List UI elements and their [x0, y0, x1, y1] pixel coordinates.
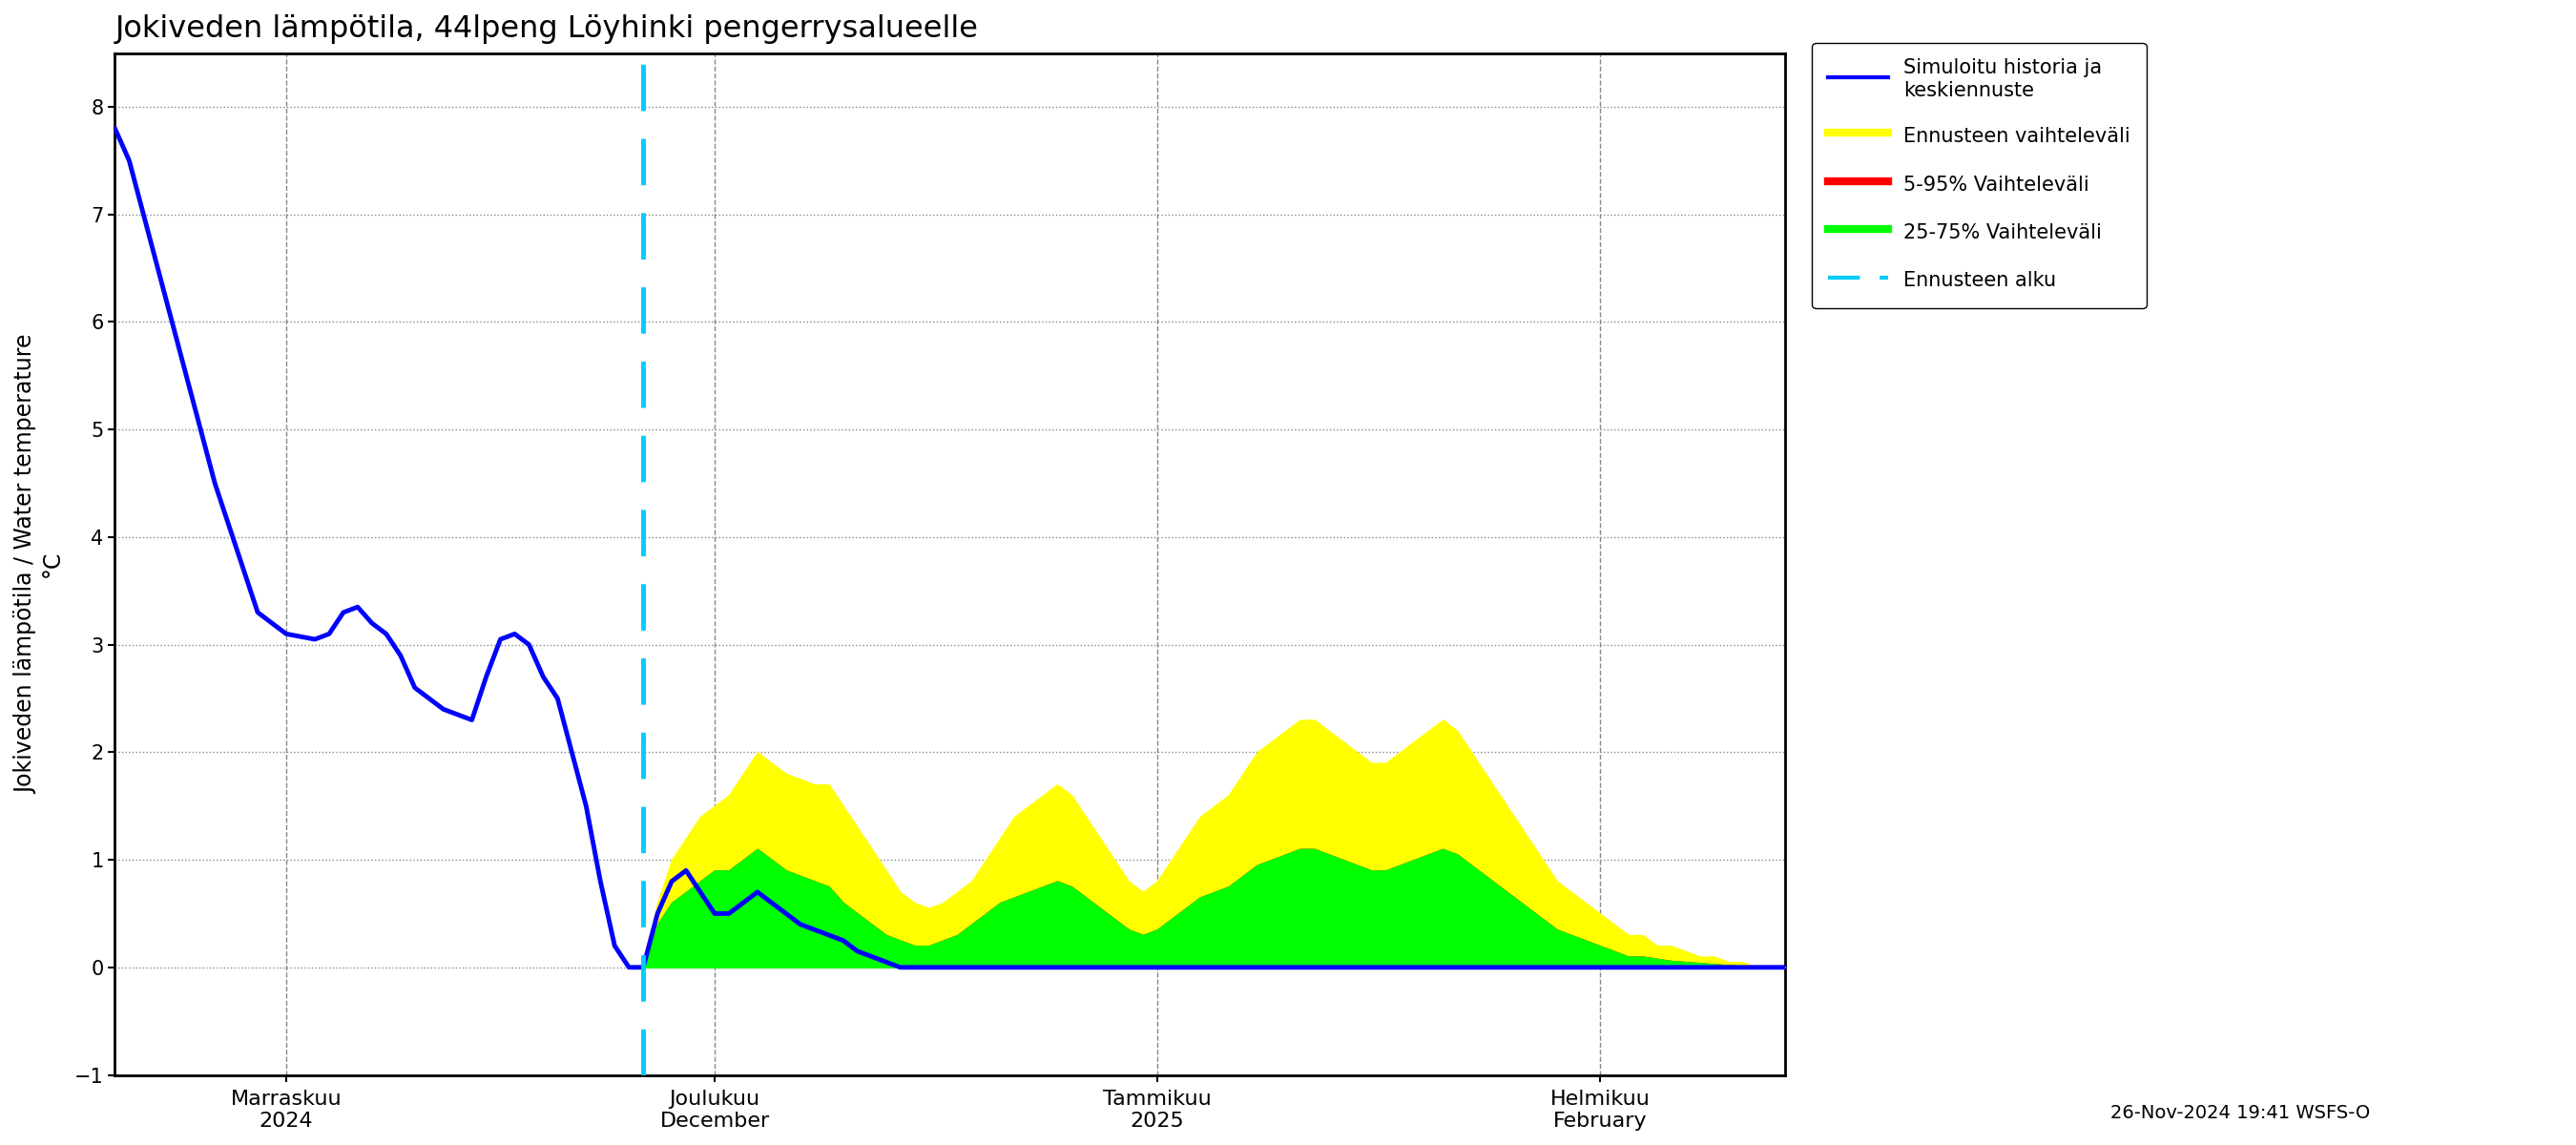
Legend: Simuloitu historia ja
keskiennuste, Ennusteen vaihteleväli, 5-95% Vaihteleväli, : Simuloitu historia ja keskiennuste, Ennu… [1811, 42, 2146, 308]
Y-axis label: Jokiveden lämpötila / Water temperature
°C: Jokiveden lämpötila / Water temperature … [15, 334, 64, 793]
Text: Jokiveden lämpötila, 44lpeng Löyhinki pengerrysalueelle: Jokiveden lämpötila, 44lpeng Löyhinki pe… [116, 14, 979, 44]
Text: 26-Nov-2024 19:41 WSFS-O: 26-Nov-2024 19:41 WSFS-O [2110, 1104, 2370, 1122]
